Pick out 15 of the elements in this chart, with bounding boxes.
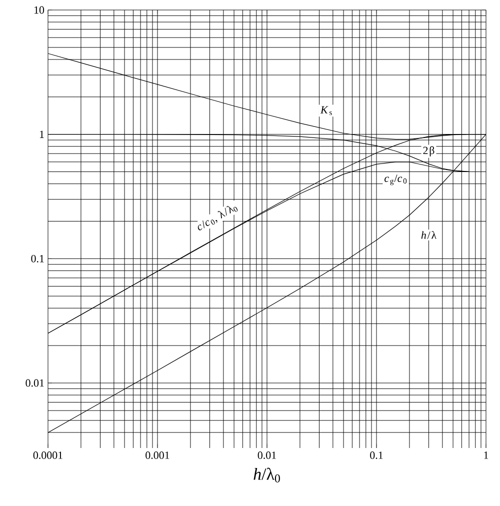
series-label: h/λ bbox=[421, 231, 436, 239]
series-label: c$_{g}$/c$_{0}$ bbox=[384, 174, 407, 186]
x-tick-label: 1 bbox=[484, 452, 488, 459]
x-tick-label: 0.001 bbox=[146, 452, 170, 459]
text: c/c$_{0}$, λ/λ$_{0}$ bbox=[198, 206, 238, 230]
y-tick-label: 0.1 bbox=[31, 254, 44, 262]
x-tick-label: 0.1 bbox=[370, 452, 383, 459]
y-tick-label: 10 bbox=[34, 6, 44, 14]
y-tick-label: 0.01 bbox=[26, 379, 44, 387]
series-label: 2β bbox=[423, 146, 434, 156]
y-tick-label: 1 bbox=[40, 130, 44, 138]
x-tick-label: 0.01 bbox=[258, 452, 276, 459]
x-tick-label: 0.0001 bbox=[33, 452, 62, 459]
series-label: K$_{s}$ bbox=[320, 106, 332, 116]
x-axis-title: h/λ$_{0}$ bbox=[254, 468, 280, 482]
